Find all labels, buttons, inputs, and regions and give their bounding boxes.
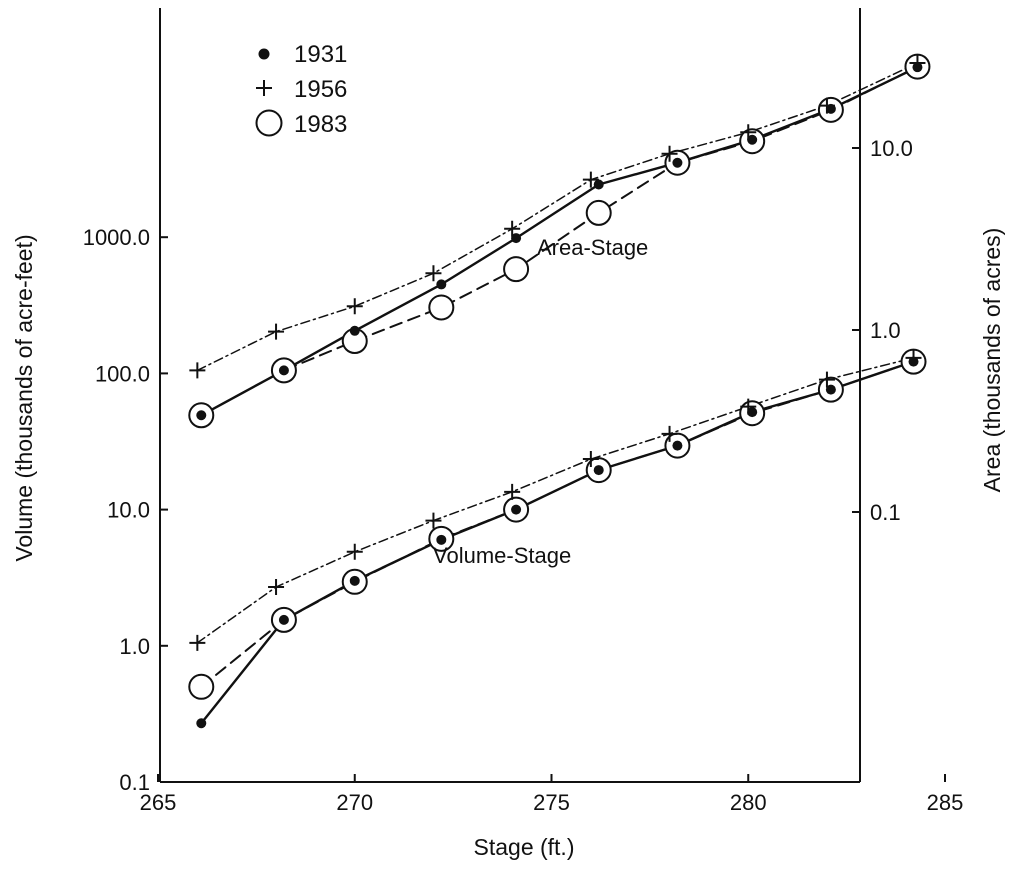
x-tick-label-285: 285 [927,790,964,815]
legend-marker-1956 [256,80,272,96]
area-stage-point-1983-3 [428,294,455,321]
right-y-tick-label-0-1: 0.1 [870,500,901,525]
area-stage-annotation: Area-Stage [537,235,648,260]
right-y-axis-title: Area (thousands of acres) [979,228,1005,493]
volume-stage-point-1931-5 [593,465,604,476]
legend-label-1931: 1931 [294,41,347,68]
legend-marker-1983 [255,109,283,137]
volume-stage-point-1931-4 [511,504,522,515]
x-axis-title: Stage (ft.) [474,834,575,860]
area-stage-point-1983-5 [585,199,612,226]
series-layer [196,62,919,725]
volume-stage-point-1956-5 [582,451,599,468]
area-stage-point-1983-4 [503,256,530,283]
area-stage-point-1931-1 [278,365,289,376]
area-stage-line-1956 [196,62,919,372]
area-stage-point-1956-2 [346,298,363,315]
area-stage-point-1956-3 [425,265,442,282]
ticks: 265 270 275 280 285 0.1 1.0 10.0 100.0 1000.0 0.1 1… [83,136,964,815]
right-y-tick-label-10-0: 10.0 [870,136,913,161]
volume-stage-point-1956-2 [346,543,363,560]
legend: 1931 1956 1983 [255,41,347,138]
volume-stage-point-1956-6 [661,425,678,442]
marker-layer [188,53,931,729]
area-stage-point-1956-4 [504,220,521,237]
legend-label-1956: 1956 [294,76,347,103]
area-stage-point-1931-5 [593,179,604,190]
volume-stage-point-1956-8 [818,371,835,388]
area-stage-line-1931 [200,65,919,417]
left-y-axis-title: Volume (thousands of acre-feet) [11,234,37,561]
left-y-tick-label-10-0: 10.0 [107,498,150,523]
volume-stage-point-1956-1 [268,579,285,596]
left-y-tick-label-100-0: 100.0 [95,361,150,386]
area-stage-point-1931-4 [511,233,522,244]
volume-stage-point-1956-3 [425,512,442,529]
x-tick-label-280: 280 [730,790,767,815]
x-tick-label-270: 270 [336,790,373,815]
x-tick-label-265: 265 [140,790,177,815]
volume-stage-point-1931-1 [278,614,289,625]
area-stage-point-1931-9 [912,62,923,73]
area-stage-point-1931-0 [196,410,207,421]
volume-stage-point-1931-7 [747,407,758,418]
left-y-tick-label-0-1: 0.1 [119,770,150,795]
area-stage-point-1956-5 [582,171,599,188]
right-y-tick-label-1-0: 1.0 [870,318,901,343]
volume-stage-line-1956 [196,357,915,644]
legend-label-1983: 1983 [294,111,347,138]
x-tick-label-275: 275 [533,790,570,815]
axes [159,8,861,783]
volume-stage-point-1956-0 [189,634,206,651]
volume-stage-point-1931-2 [349,575,360,586]
volume-stage-line-1983 [200,360,915,688]
area-stage-point-1956-6 [661,145,678,162]
legend-marker-1931 [258,48,270,60]
area-stage-point-1931-7 [747,134,758,145]
area-stage-point-1931-3 [436,279,447,290]
area-stage-point-1931-6 [672,157,683,168]
volume-stage-point-1931-0 [196,718,207,729]
volume-stage-point-1956-4 [504,483,521,500]
area-stage-point-1956-0 [189,362,206,379]
area-stage-point-1956-1 [268,323,285,340]
volume-stage-point-1931-3 [436,534,447,545]
left-y-tick-label-1-0: 1.0 [119,634,150,659]
volume-stage-point-1983-0 [188,673,215,700]
volume-stage-annotation: Volume-Stage [433,543,571,568]
area-stage-point-1931-2 [349,325,360,336]
volume-stage-point-1931-8 [825,384,836,395]
left-y-tick-label-1000-0: 1000.0 [83,225,150,250]
area-stage-line-1983 [200,65,919,417]
volume-stage-point-1931-6 [672,440,683,451]
volume-stage-point-1931-9 [908,356,919,367]
area-stage-point-1931-8 [825,103,836,114]
